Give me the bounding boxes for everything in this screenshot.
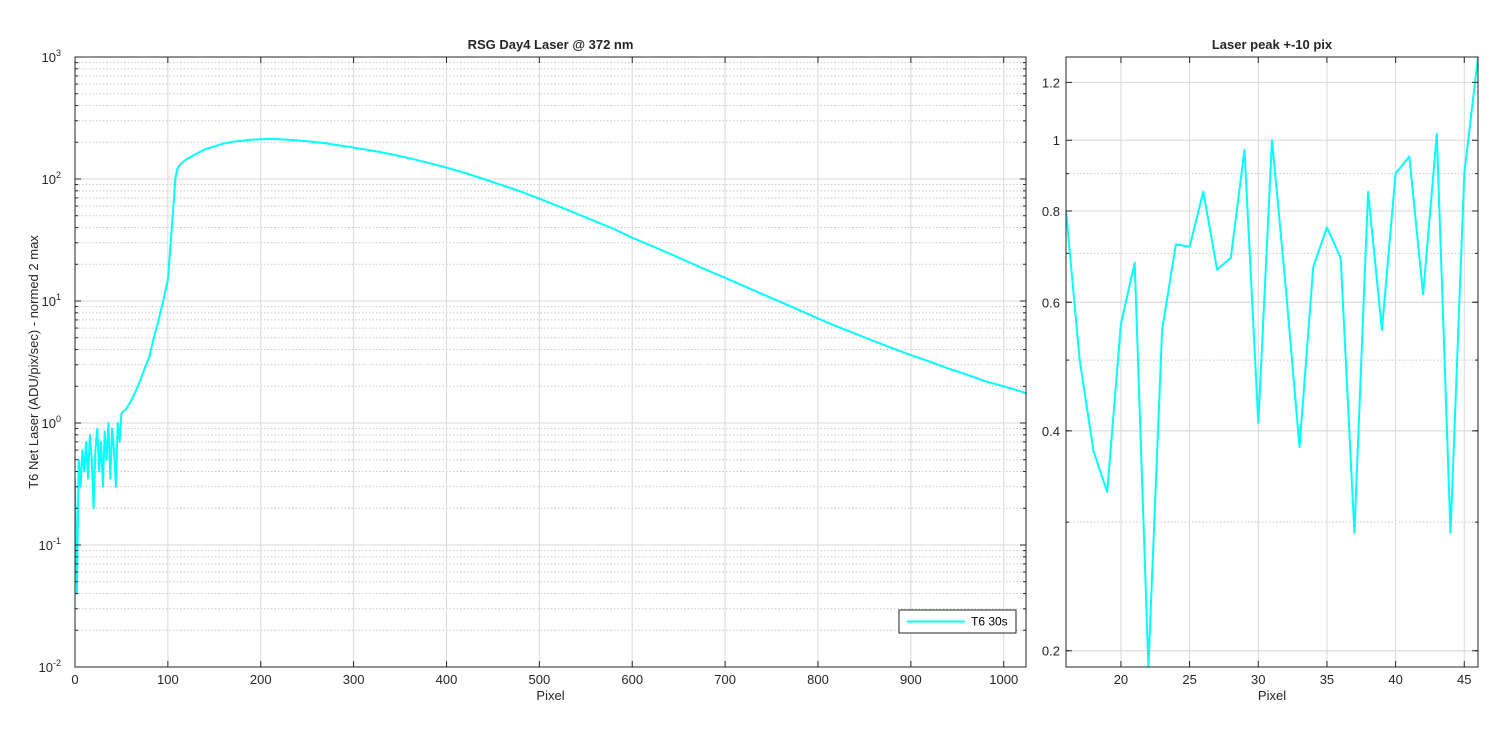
y-tick-base: 10 xyxy=(42,294,56,309)
y-tick-label: 0.2 xyxy=(1042,644,1060,659)
x-tick-label: 200 xyxy=(250,672,272,687)
x-tick-label: 30 xyxy=(1251,672,1265,687)
y-tick-label: 1 xyxy=(1053,133,1060,148)
right-plot: 20 25 30 35 40 45 0.2 0.4 0.6 0.8 1 1.2 Laser peak +… xyxy=(1042,37,1479,703)
x-axis: 0 100 200 300 400 500 600 700 800 900 1000 xyxy=(71,57,1018,687)
y-tick-label: 101 xyxy=(42,292,61,309)
y-tick-label: 10-2 xyxy=(39,658,61,675)
y-tick-base: 10 xyxy=(42,416,56,431)
y-tick-base: 10 xyxy=(39,660,53,675)
y-tick-label: 102 xyxy=(42,170,61,187)
y-tick-exponent: -1 xyxy=(53,536,61,546)
x-tick-label: 500 xyxy=(529,672,551,687)
x-tick-label: 1000 xyxy=(989,672,1018,687)
x-axis-label: Pixel xyxy=(536,688,564,703)
x-tick-label: 45 xyxy=(1457,672,1471,687)
y-tick-exponent: 3 xyxy=(56,48,61,58)
y-tick-label: 0.8 xyxy=(1042,204,1060,219)
y-tick-exponent: -2 xyxy=(53,658,61,668)
y-tick-base: 10 xyxy=(42,172,56,187)
x-tick-label: 0 xyxy=(71,672,78,687)
x-tick-label: 25 xyxy=(1182,672,1196,687)
legend-entry: T6 30s xyxy=(971,615,1008,629)
plot-area xyxy=(75,57,1026,667)
y-tick-label: 103 xyxy=(42,48,61,65)
x-tick-label: 800 xyxy=(807,672,829,687)
axes-box xyxy=(1065,56,1479,668)
y-tick-label: 10-1 xyxy=(39,536,61,553)
y-tick-exponent: 2 xyxy=(56,170,61,180)
x-tick-label: 600 xyxy=(621,672,643,687)
series-line xyxy=(1066,57,1478,667)
series-line xyxy=(75,137,1026,595)
y-tick-label: 100 xyxy=(42,414,61,431)
x-tick-label: 20 xyxy=(1114,672,1128,687)
x-tick-label: 35 xyxy=(1320,672,1334,687)
left-plot: 0 100 200 300 400 500 600 700 800 900 100010-210-1… xyxy=(26,37,1027,703)
legend: T6 30s xyxy=(898,609,1017,634)
x-tick-label: 900 xyxy=(900,672,922,687)
x-tick-label: 300 xyxy=(343,672,365,687)
x-tick-label: 100 xyxy=(157,672,179,687)
chart-title: RSG Day4 Laser @ 372 nm xyxy=(468,37,634,52)
y-tick-base: 10 xyxy=(39,538,53,553)
x-axis-label: Pixel xyxy=(1258,688,1286,703)
y-tick-base: 10 xyxy=(42,50,56,65)
y-tick-label: 1.2 xyxy=(1042,75,1060,90)
major-grid xyxy=(1066,57,1478,667)
x-tick-label: 700 xyxy=(714,672,736,687)
y-tick-label: 0.6 xyxy=(1042,295,1060,310)
y-axis: 0.2 0.4 0.6 0.8 1 1.2 xyxy=(1042,75,1478,659)
x-axis: 20 25 30 35 40 45 xyxy=(1114,57,1472,687)
y-tick-label: 0.4 xyxy=(1042,424,1060,439)
x-tick-label: 40 xyxy=(1388,672,1402,687)
y-tick-exponent: 1 xyxy=(56,292,61,302)
axes-box xyxy=(74,56,1027,668)
chart-title: Laser peak +-10 pix xyxy=(1212,37,1333,52)
y-axis-label: T6 Net Laser (ADU/pix/sec) - normed 2 ma… xyxy=(26,235,41,489)
x-tick-label: 400 xyxy=(436,672,458,687)
y-tick-exponent: 0 xyxy=(56,414,61,424)
